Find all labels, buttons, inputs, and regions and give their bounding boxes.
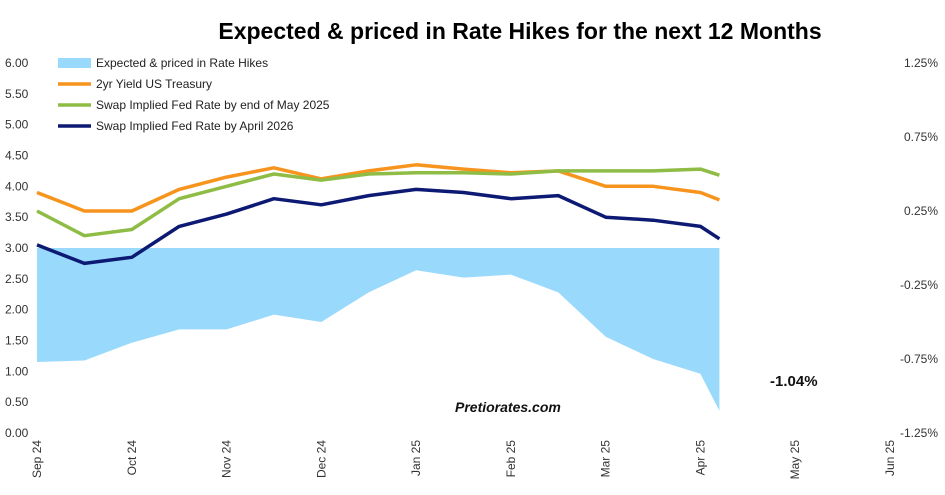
right-tick-label: -1.25% bbox=[900, 426, 938, 440]
x-tick-label: Mar 25 bbox=[599, 440, 613, 478]
left-tick-label: 4.00 bbox=[5, 179, 29, 193]
chart-title: Expected & priced in Rate Hikes for the … bbox=[218, 18, 822, 44]
area-series bbox=[37, 248, 720, 411]
left-tick-label: 6.00 bbox=[5, 56, 29, 70]
x-tick-label: Dec 24 bbox=[314, 440, 328, 478]
legend-swatch bbox=[58, 58, 91, 68]
x-tick-label: Jan 25 bbox=[409, 440, 423, 476]
right-tick-label: -0.75% bbox=[900, 352, 938, 366]
x-tick-label: Jun 25 bbox=[883, 440, 897, 476]
right-tick-label: -0.25% bbox=[900, 278, 938, 292]
right-axis: 1.25% 0.75% 0.25% -0.25% -0.75% -1.25% bbox=[900, 56, 938, 440]
left-tick-label: 0.50 bbox=[5, 395, 29, 409]
line-series bbox=[36, 163, 721, 213]
x-tick-label: May 25 bbox=[788, 440, 802, 480]
left-tick-label: 0.00 bbox=[5, 426, 29, 440]
left-tick-label: 5.50 bbox=[5, 87, 29, 101]
right-tick-label: 0.25% bbox=[904, 204, 938, 218]
right-tick-label: 0.75% bbox=[904, 130, 938, 144]
left-axis: 6.00 5.50 5.00 4.50 4.00 3.50 3.00 2.50 2.00 1.50… bbox=[5, 56, 29, 440]
left-tick-label: 5.00 bbox=[5, 118, 29, 132]
watermark: Pretiorates.com bbox=[455, 399, 561, 415]
line-layer bbox=[36, 163, 721, 266]
legend-entry: 2yr Yield US Treasury bbox=[96, 77, 212, 91]
left-tick-label: 3.00 bbox=[5, 241, 29, 255]
legend: Expected & priced in Rate Hikes 2yr Yield… bbox=[58, 56, 330, 133]
x-tick-label: Apr 25 bbox=[693, 440, 707, 476]
x-tick-label: Nov 24 bbox=[220, 440, 234, 478]
left-tick-label: 4.50 bbox=[5, 149, 29, 163]
last-value-annotation: -1.04% bbox=[770, 373, 818, 390]
left-tick-label: 2.50 bbox=[5, 272, 29, 286]
x-tick-label: Feb 25 bbox=[504, 440, 518, 478]
left-tick-label: 3.50 bbox=[5, 210, 29, 224]
left-tick-label: 1.50 bbox=[5, 334, 29, 348]
left-tick-label: 1.00 bbox=[5, 364, 29, 378]
area-layer bbox=[37, 248, 720, 411]
line-series bbox=[36, 187, 721, 266]
x-tick-label: Sep 24 bbox=[30, 440, 44, 478]
legend-entry: Expected & priced in Rate Hikes bbox=[96, 56, 268, 70]
line-series bbox=[36, 167, 720, 238]
right-tick-label: 1.25% bbox=[904, 56, 938, 70]
legend-entry: Swap Implied Fed Rate by end of May 2025 bbox=[96, 98, 330, 112]
x-axis: Sep 24 Oct 24 Nov 24 Dec 24 Jan 25 Feb 25 Mar … bbox=[30, 440, 897, 480]
legend-entry: Swap Implied Fed Rate by April 2026 bbox=[96, 119, 294, 133]
left-tick-label: 2.00 bbox=[5, 303, 29, 317]
x-tick-label: Oct 24 bbox=[125, 440, 139, 476]
